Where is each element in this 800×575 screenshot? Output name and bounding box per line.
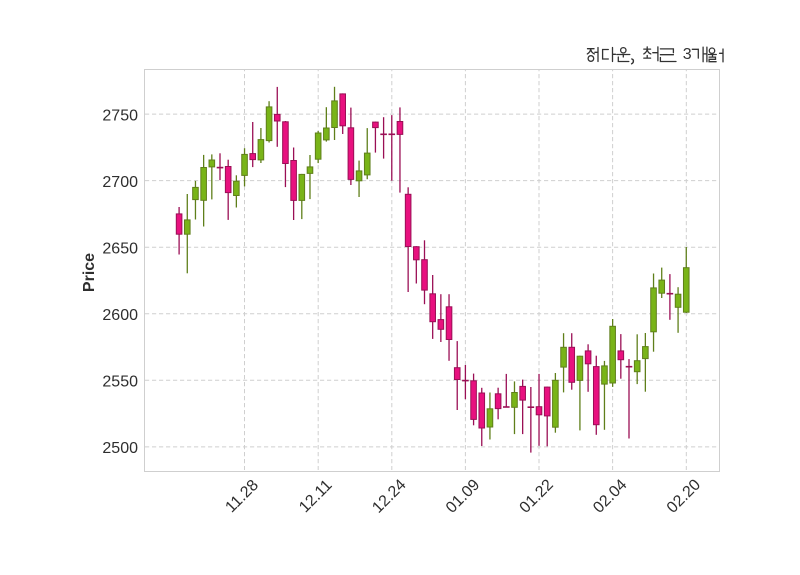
svg-text:2500: 2500 [102,440,138,457]
svg-text:2600: 2600 [102,307,138,324]
svg-text:2650: 2650 [102,241,138,258]
svg-text:2700: 2700 [102,174,138,191]
svg-text:2750: 2750 [102,107,138,124]
svg-text:2550: 2550 [102,374,138,391]
svg-text:3: 3 [683,46,692,63]
svg-text:Price: Price [81,253,98,292]
